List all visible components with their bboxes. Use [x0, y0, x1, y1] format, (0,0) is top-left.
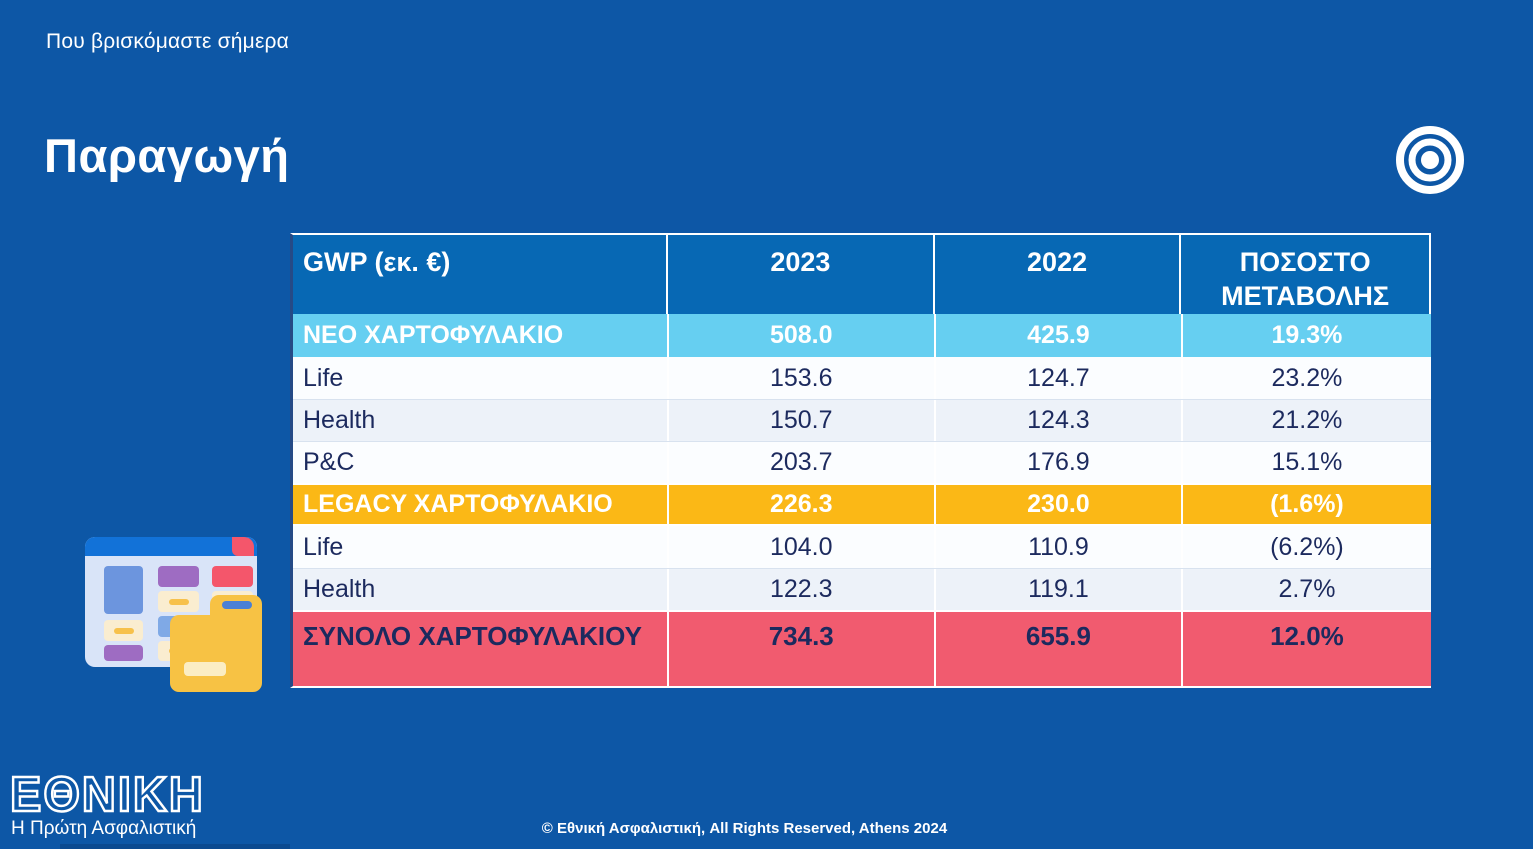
value-change: 2.7% [1278, 575, 1336, 603]
row-label: P&C [293, 442, 669, 483]
value-2023: 508.0 [669, 314, 936, 357]
folder-body-pill [184, 662, 226, 676]
gwp-table: GWP (εκ. €) 2023 2022 ΠΟΣΟΣΤΟ ΜΕΤΑΒΟΛΗΣ … [290, 233, 1431, 688]
row-label: Life [293, 357, 669, 399]
column-header-2022: 2022 [935, 235, 1182, 314]
bullseye-icon [1396, 126, 1464, 194]
value-change: (1.6%) [1270, 490, 1344, 518]
card-cream [158, 591, 199, 612]
browser-window-illustration [85, 537, 265, 692]
table-row-new-life: Life 153.6 124.7 23.2% [293, 357, 1431, 399]
card-blue [104, 566, 143, 614]
row-label: LEGACY ΧΑΡΤΟΦΥΛΑΚΙΟ [293, 485, 669, 524]
window-red-tab [232, 537, 254, 556]
value-change: 12.0% [1270, 621, 1344, 651]
row-label: Health [293, 400, 669, 441]
card-purple [104, 645, 143, 661]
breadcrumb: Που βρισκόμαστε σήμερα [46, 30, 290, 53]
value-change: 23.2% [1271, 363, 1343, 392]
ethniki-logo-text: ΕΘΝΙΚΗ [9, 765, 205, 823]
card-pill [113, 627, 134, 634]
value-2023: 734.3 [669, 612, 936, 686]
value-2023: 203.7 [669, 442, 936, 483]
value-2022: 176.9 [936, 442, 1183, 483]
card-purple [158, 566, 199, 587]
ethniki-logo-tagline: Η Πρώτη Ασφαλιστική [11, 818, 197, 839]
folder-body [170, 615, 262, 692]
value-2023: 104.0 [669, 526, 936, 568]
table-header-row: GWP (εκ. €) 2023 2022 ΠΟΣΟΣΤΟ ΜΕΤΑΒΟΛΗΣ [293, 235, 1431, 314]
row-label: ΝΕΟ ΧΑΡΤΟΦΥΛΑΚΙΟ [293, 314, 669, 357]
card-red [212, 566, 253, 587]
column-header-gwp: GWP (εκ. €) [293, 235, 668, 314]
value-change: 15.1% [1271, 448, 1343, 476]
column-header-change: ΠΟΣΟΣΤΟ ΜΕΤΑΒΟΛΗΣ [1221, 247, 1390, 311]
row-label: Life [293, 526, 669, 568]
card-pill [168, 598, 189, 605]
value-change: 21.2% [1271, 406, 1343, 434]
folder-icon [170, 595, 262, 692]
value-2022: 124.7 [936, 357, 1183, 399]
row-label: ΣΥΝΟΛΟ ΧΑΡΤΟΦΥΛΑΚΙΟΥ [293, 612, 669, 686]
bottom-accent-bar [60, 844, 290, 849]
folder-tab-pill [222, 601, 252, 609]
value-2023: 122.3 [669, 569, 936, 610]
table-row-legacy-portfolio: LEGACY ΧΑΡΤΟΦΥΛΑΚΙΟ 226.3 230.0 (1.6%) [293, 483, 1431, 526]
table-row-legacy-life: Life 104.0 110.9 (6.2%) [293, 526, 1431, 568]
row-label: Health [293, 569, 669, 610]
table-row-new-pc: P&C 203.7 176.9 15.1% [293, 441, 1431, 483]
card-cream [104, 620, 143, 641]
value-2023: 226.3 [669, 485, 936, 524]
table-row-new-health: Health 150.7 124.3 21.2% [293, 399, 1431, 441]
copyright-text: © Εθνική Ασφαλιστική, All Rights Reserve… [541, 820, 948, 837]
value-2022: 110.9 [936, 526, 1183, 568]
window-titlebar [85, 537, 257, 556]
ethniki-logo: ΕΘΝΙΚΗ [9, 765, 205, 823]
column-header-2023: 2023 [668, 235, 935, 314]
table-row-legacy-health: Health 122.3 119.1 2.7% [293, 568, 1431, 610]
value-2022: 230.0 [936, 485, 1183, 524]
value-change: 19.3% [1271, 321, 1343, 349]
value-change: (6.2%) [1270, 532, 1344, 561]
value-2022: 425.9 [936, 314, 1183, 357]
value-2023: 153.6 [669, 357, 936, 399]
value-2022: 119.1 [936, 569, 1183, 610]
table-row-new-portfolio: ΝΕΟ ΧΑΡΤΟΦΥΛΑΚΙΟ 508.0 425.9 19.3% [293, 314, 1431, 357]
value-2022: 124.3 [936, 400, 1183, 441]
table-row-total-portfolio: ΣΥΝΟΛΟ ΧΑΡΤΟΦΥΛΑΚΙΟΥ 734.3 655.9 12.0% [293, 610, 1431, 686]
value-2022: 655.9 [936, 612, 1183, 686]
value-2023: 150.7 [669, 400, 936, 441]
page-title: Παραγωγή [44, 129, 290, 182]
